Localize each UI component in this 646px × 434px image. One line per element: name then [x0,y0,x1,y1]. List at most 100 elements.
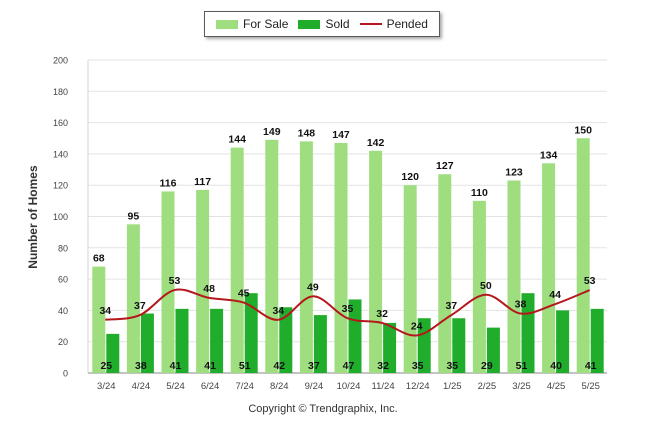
label-for-sale-5/25: 150 [574,124,592,136]
bar-sold-5/25 [590,308,604,373]
label-for-sale-8/24: 149 [263,126,281,138]
x-tick-label-3/25: 3/25 [512,381,531,392]
x-tick-label-6/24: 6/24 [201,381,220,392]
bar-for-sale-3/24 [92,266,106,373]
copyright-text: Copyright © Trendgraphix, Inc. [248,403,398,415]
label-pended-7/24: 45 [238,288,250,300]
label-pended-3/24: 34 [99,305,111,317]
y-tick-label-20: 20 [58,337,68,347]
y-tick-label-200: 200 [53,56,68,66]
bar-for-sale-10/24 [334,142,348,373]
x-tick-label-5/25: 5/25 [581,381,600,392]
label-pended-8/24: 34 [272,305,284,317]
x-tick-label-8/24: 8/24 [270,381,289,392]
x-tick-label-4/25: 4/25 [547,381,566,392]
legend-swatch-pended [359,23,382,25]
y-tick-label-140: 140 [53,149,68,159]
bar-sold-4/24 [140,313,154,373]
bar-sold-8/24 [279,307,293,373]
label-pended-4/25: 44 [549,289,561,301]
bar-sold-7/24 [244,293,258,373]
x-tick-label-5/24: 5/24 [166,381,185,392]
bar-for-sale-12/24 [403,185,417,373]
bar-for-sale-6/24 [196,189,210,373]
y-tick-label-160: 160 [53,118,68,128]
label-pended-6/24: 48 [203,283,215,295]
bar-for-sale-7/24 [230,147,244,373]
label-for-sale-5/24: 116 [160,177,177,189]
label-sold-3/24: 25 [100,360,112,372]
legend-item-for-sale[interactable]: For Sale [216,17,288,31]
x-tick-label-2/25: 2/25 [478,381,497,392]
label-sold-5/24: 41 [170,360,182,372]
label-sold-4/25: 40 [550,360,562,372]
x-tick-label-11/24: 11/24 [372,381,395,392]
label-for-sale-1/25: 127 [436,160,454,172]
bar-for-sale-4/24 [126,224,140,373]
bar-for-sale-8/24 [265,139,279,373]
y-tick-label-0: 0 [63,369,68,379]
label-pended-10/24: 35 [342,303,354,315]
label-pended-1/25: 37 [445,300,457,312]
label-for-sale-10/24: 147 [332,129,350,141]
legend-label-sold: Sold [325,17,350,31]
label-for-sale-7/24: 144 [228,134,246,146]
legend-label-for-sale: For Sale [243,17,289,31]
label-for-sale-4/24: 95 [128,210,140,222]
label-sold-2/25: 29 [481,360,493,372]
bar-sold-11/24 [383,322,397,373]
bar-sold-5/24 [175,308,189,373]
bar-for-sale-5/25 [576,138,590,373]
label-for-sale-9/24: 148 [298,127,316,139]
legend-swatch-for-sale [216,19,239,29]
y-tick-label-100: 100 [53,212,68,222]
bar-for-sale-3/25 [507,180,521,373]
label-sold-4/24: 38 [135,360,147,372]
bar-sold-9/24 [313,315,327,373]
y-tick-label-180: 180 [53,87,68,97]
label-for-sale-3/24: 68 [93,253,105,265]
label-sold-5/25: 41 [585,360,597,372]
label-for-sale-6/24: 117 [194,176,211,188]
label-sold-11/24: 32 [377,360,389,372]
legend-item-pended[interactable]: Pended [359,17,428,31]
x-tick-label-10/24: 10/24 [337,381,361,392]
label-pended-11/24: 32 [376,308,388,320]
y-tick-label-40: 40 [58,306,68,316]
legend-label-pended: Pended [386,17,428,31]
x-tick-label-3/24: 3/24 [97,381,116,392]
label-pended-5/24: 53 [169,275,181,287]
label-pended-4/24: 37 [134,300,146,312]
label-for-sale-4/25: 134 [540,149,558,161]
x-tick-label-4/24: 4/24 [132,381,151,392]
bar-for-sale-5/24 [161,191,175,373]
label-pended-3/25: 38 [515,299,527,311]
bar-for-sale-2/25 [472,200,486,373]
label-sold-7/24: 51 [239,360,251,372]
bar-for-sale-1/25 [438,174,452,373]
legend-swatch-sold [298,19,321,29]
bar-sold-10/24 [348,299,362,373]
label-sold-6/24: 41 [204,360,216,372]
x-tick-label-9/24: 9/24 [305,381,324,392]
x-tick-label-12/24: 12/24 [406,381,430,392]
bar-sold-3/24 [106,333,120,373]
x-tick-label-7/24: 7/24 [235,381,254,392]
bar-sold-4/25 [556,310,570,373]
label-sold-1/25: 35 [446,360,458,372]
bar-for-sale-9/24 [299,141,313,373]
label-for-sale-2/25: 110 [471,187,488,199]
legend-item-sold[interactable]: Sold [298,17,350,31]
label-for-sale-12/24: 120 [401,171,419,183]
y-tick-label-80: 80 [58,243,68,253]
label-pended-12/24: 24 [411,320,423,332]
pended-line [105,288,591,337]
label-sold-10/24: 47 [343,360,355,372]
label-for-sale-3/25: 123 [505,167,523,179]
x-tick-label-1/25: 1/25 [443,381,462,392]
bar-for-sale-11/24 [369,150,383,373]
label-sold-3/25: 51 [516,360,528,372]
y-tick-label-60: 60 [58,275,68,285]
label-for-sale-11/24: 142 [367,137,385,149]
